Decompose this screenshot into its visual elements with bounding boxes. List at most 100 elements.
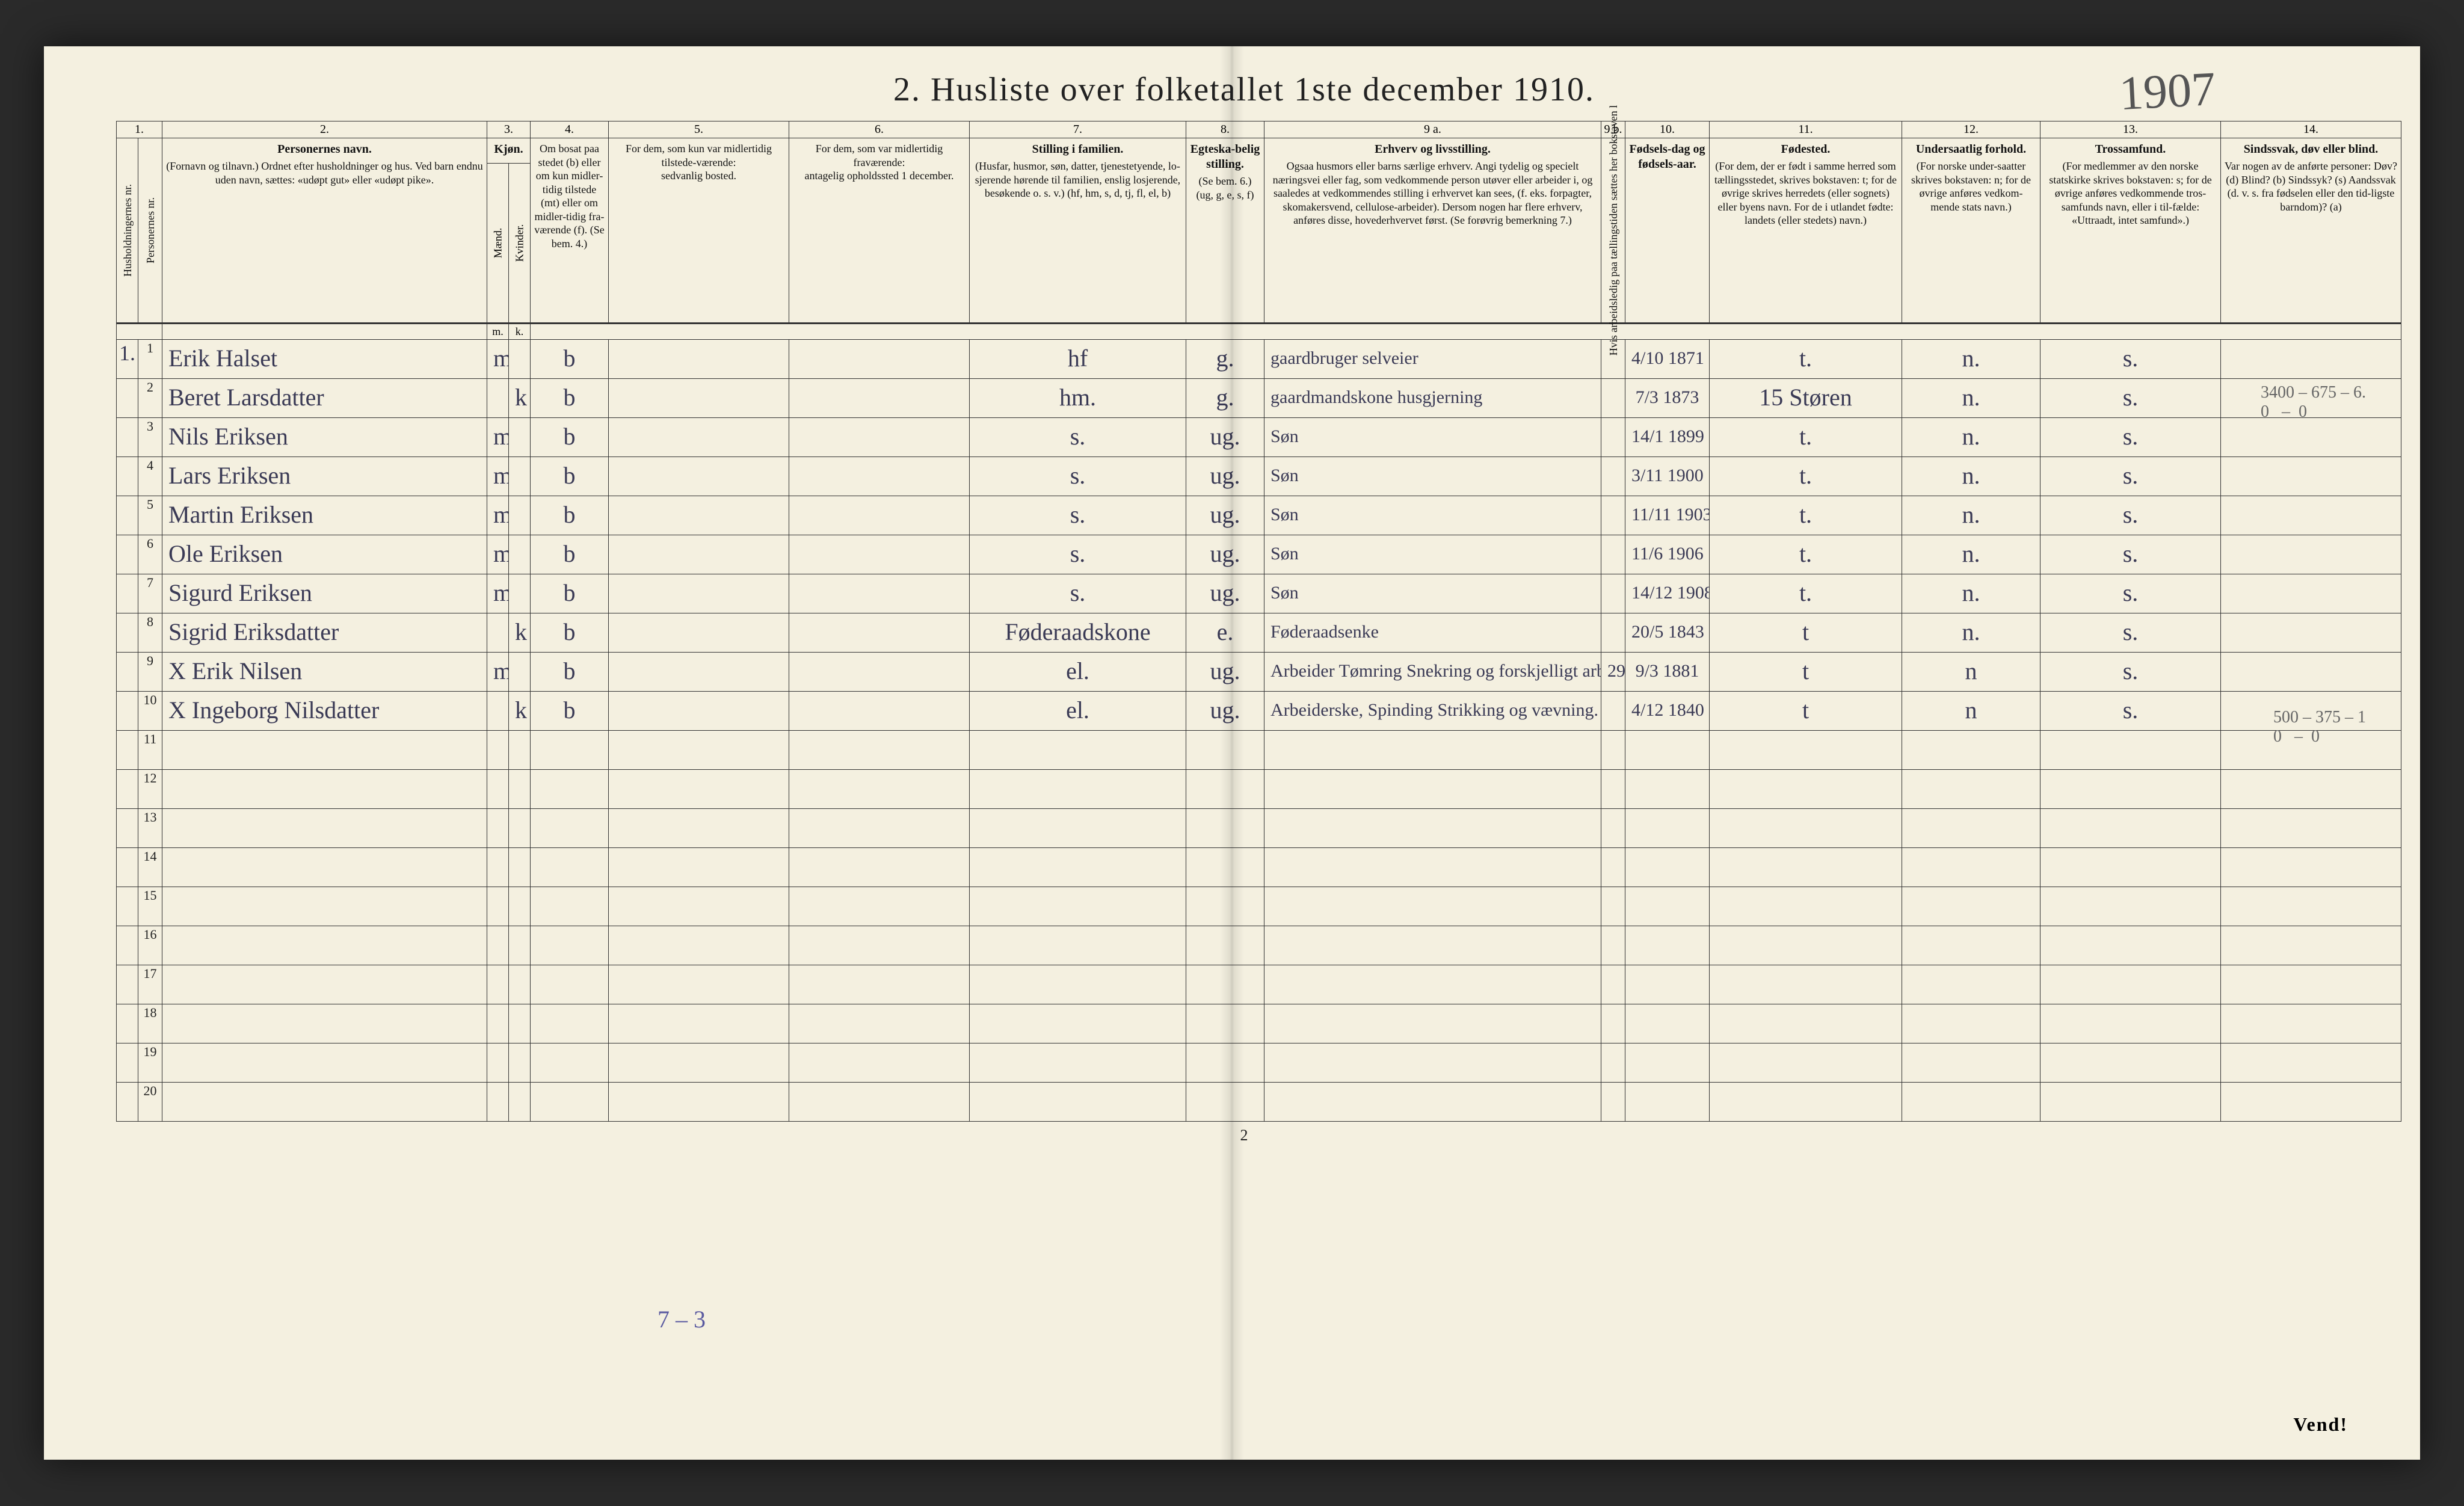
bosat-cell: b [531,340,609,379]
c12-cell: n. [1902,496,2040,535]
c8-cell [1186,848,1264,887]
hdr-maend: Mænd. [487,164,509,324]
c7-cell [970,731,1186,770]
colnum-4: 4. [531,121,609,138]
mk-m: m. [487,324,509,340]
c9b-cell [1601,887,1625,926]
census-form-page: 2. Husliste over folketallet 1ste decemb… [44,46,2420,1460]
c11-cell: t [1710,613,1902,653]
hdr-name: Personernes navn. (Fornavn og tilnavn.) … [162,138,487,324]
c14-cell [2221,535,2401,574]
c9a-cell: Føderaadsenke [1264,613,1601,653]
c10-cell [1625,809,1710,848]
c8-cell [1186,926,1264,965]
sex-m-cell [487,1004,509,1043]
hdr-c11: Fødested. (For dem, der er født i samme … [1710,138,1902,324]
hdr-c8: Egteska-belig stilling. (Se bem. 6.) (ug… [1186,138,1264,324]
c9a-cell: Søn [1264,535,1601,574]
table-row: 2Beret Larsdatterkbhm.g.gaardmandskone h… [117,379,2401,418]
name-cell [162,887,487,926]
c9a-cell: Arbeider Tømring Snekring og forskjellig… [1264,653,1601,692]
c7-cell [970,965,1186,1004]
table-row: 15 [117,887,2401,926]
name-cell [162,809,487,848]
c9b-cell [1601,535,1625,574]
c6-cell [789,848,970,887]
name-cell: Erik Halset [162,340,487,379]
c11-cell: t. [1710,418,1902,457]
bosat-cell: b [531,418,609,457]
c13-cell: s. [2040,418,2221,457]
sex-m-cell: m [487,653,509,692]
c5-cell [609,731,789,770]
sex-k-cell [509,418,531,457]
c9b-cell [1601,848,1625,887]
c7-cell [970,1083,1186,1122]
c11-cell: t [1710,653,1902,692]
c6-cell [789,496,970,535]
hdr-c9a: Erhverv og livsstilling. Ogsaa husmors e… [1264,138,1601,324]
c5-cell [609,379,789,418]
hdr-kvinder-text: Kvinder. [513,224,526,262]
c12-cell [1902,1083,2040,1122]
c10-cell: 4/12 1840 [1625,692,1710,731]
c6-cell [789,926,970,965]
c5-cell [609,1083,789,1122]
c5-cell [609,340,789,379]
c11-cell: t. [1710,496,1902,535]
c6-cell [789,457,970,496]
c5-cell [609,457,789,496]
colnum-2: 2. [162,121,487,138]
name-cell [162,1043,487,1083]
c12-cell [1902,731,2040,770]
c8-cell [1186,1043,1264,1083]
c7-cell: Føderaadskone [970,613,1186,653]
row-num: 18 [138,1004,162,1043]
hdr-c14-title: Sindssvak, døv eller blind. [2225,142,2397,157]
c14-cell [2221,496,2401,535]
c11-cell [1710,926,1902,965]
c14-cell [2221,418,2401,457]
bosat-cell [531,926,609,965]
hdr-c7-sub: (Husfar, husmor, søn, datter, tjenestety… [975,160,1180,199]
sex-k-cell [509,1043,531,1083]
c12-cell [1902,887,2040,926]
name-cell: Ole Eriksen [162,535,487,574]
c7-cell [970,887,1186,926]
c10-cell: 3/11 1900 [1625,457,1710,496]
hdr-c12-title: Undersaatlig forhold. [1906,142,2036,157]
c12-cell: n. [1902,340,2040,379]
colnum-1: 1. [117,121,162,138]
hdr-c6-title: For dem, som var midlertidig fraværende: [816,143,943,168]
vend-label: Vend! [2293,1413,2348,1436]
sex-k-cell [509,848,531,887]
hdr-c13: Trossamfund. (For medlemmer av den norsk… [2040,138,2221,324]
bosat-cell [531,731,609,770]
c14-cell [2221,1043,2401,1083]
c6-cell [789,535,970,574]
c14-cell [2221,965,2401,1004]
row-num: 14 [138,848,162,887]
row-num: 16 [138,926,162,965]
c10-cell: 20/5 1843 [1625,613,1710,653]
name-cell: Nils Eriksen [162,418,487,457]
c8-cell [1186,809,1264,848]
table-row: 10X Ingeborg Nilsdatterkbel.ug.Arbeiders… [117,692,2401,731]
c13-cell: s. [2040,613,2221,653]
sex-k-cell [509,887,531,926]
sex-m-cell: m [487,418,509,457]
c13-cell [2040,965,2221,1004]
c12-cell [1902,1043,2040,1083]
c14-cell [2221,848,2401,887]
name-cell: X Erik Nilsen [162,653,487,692]
c8-cell: ug. [1186,535,1264,574]
sex-k-cell [509,809,531,848]
mk-letter-row: m. k. [117,324,2401,340]
hdr-c9b: Hvis arbeidsledig paa tællingstiden sætt… [1601,138,1625,324]
c13-cell: s. [2040,692,2221,731]
row-num: 13 [138,809,162,848]
hh-num [117,848,138,887]
hdr-hh-nr-text: Husholdningernes nr. [120,184,134,277]
hh-num [117,887,138,926]
bosat-cell: b [531,653,609,692]
